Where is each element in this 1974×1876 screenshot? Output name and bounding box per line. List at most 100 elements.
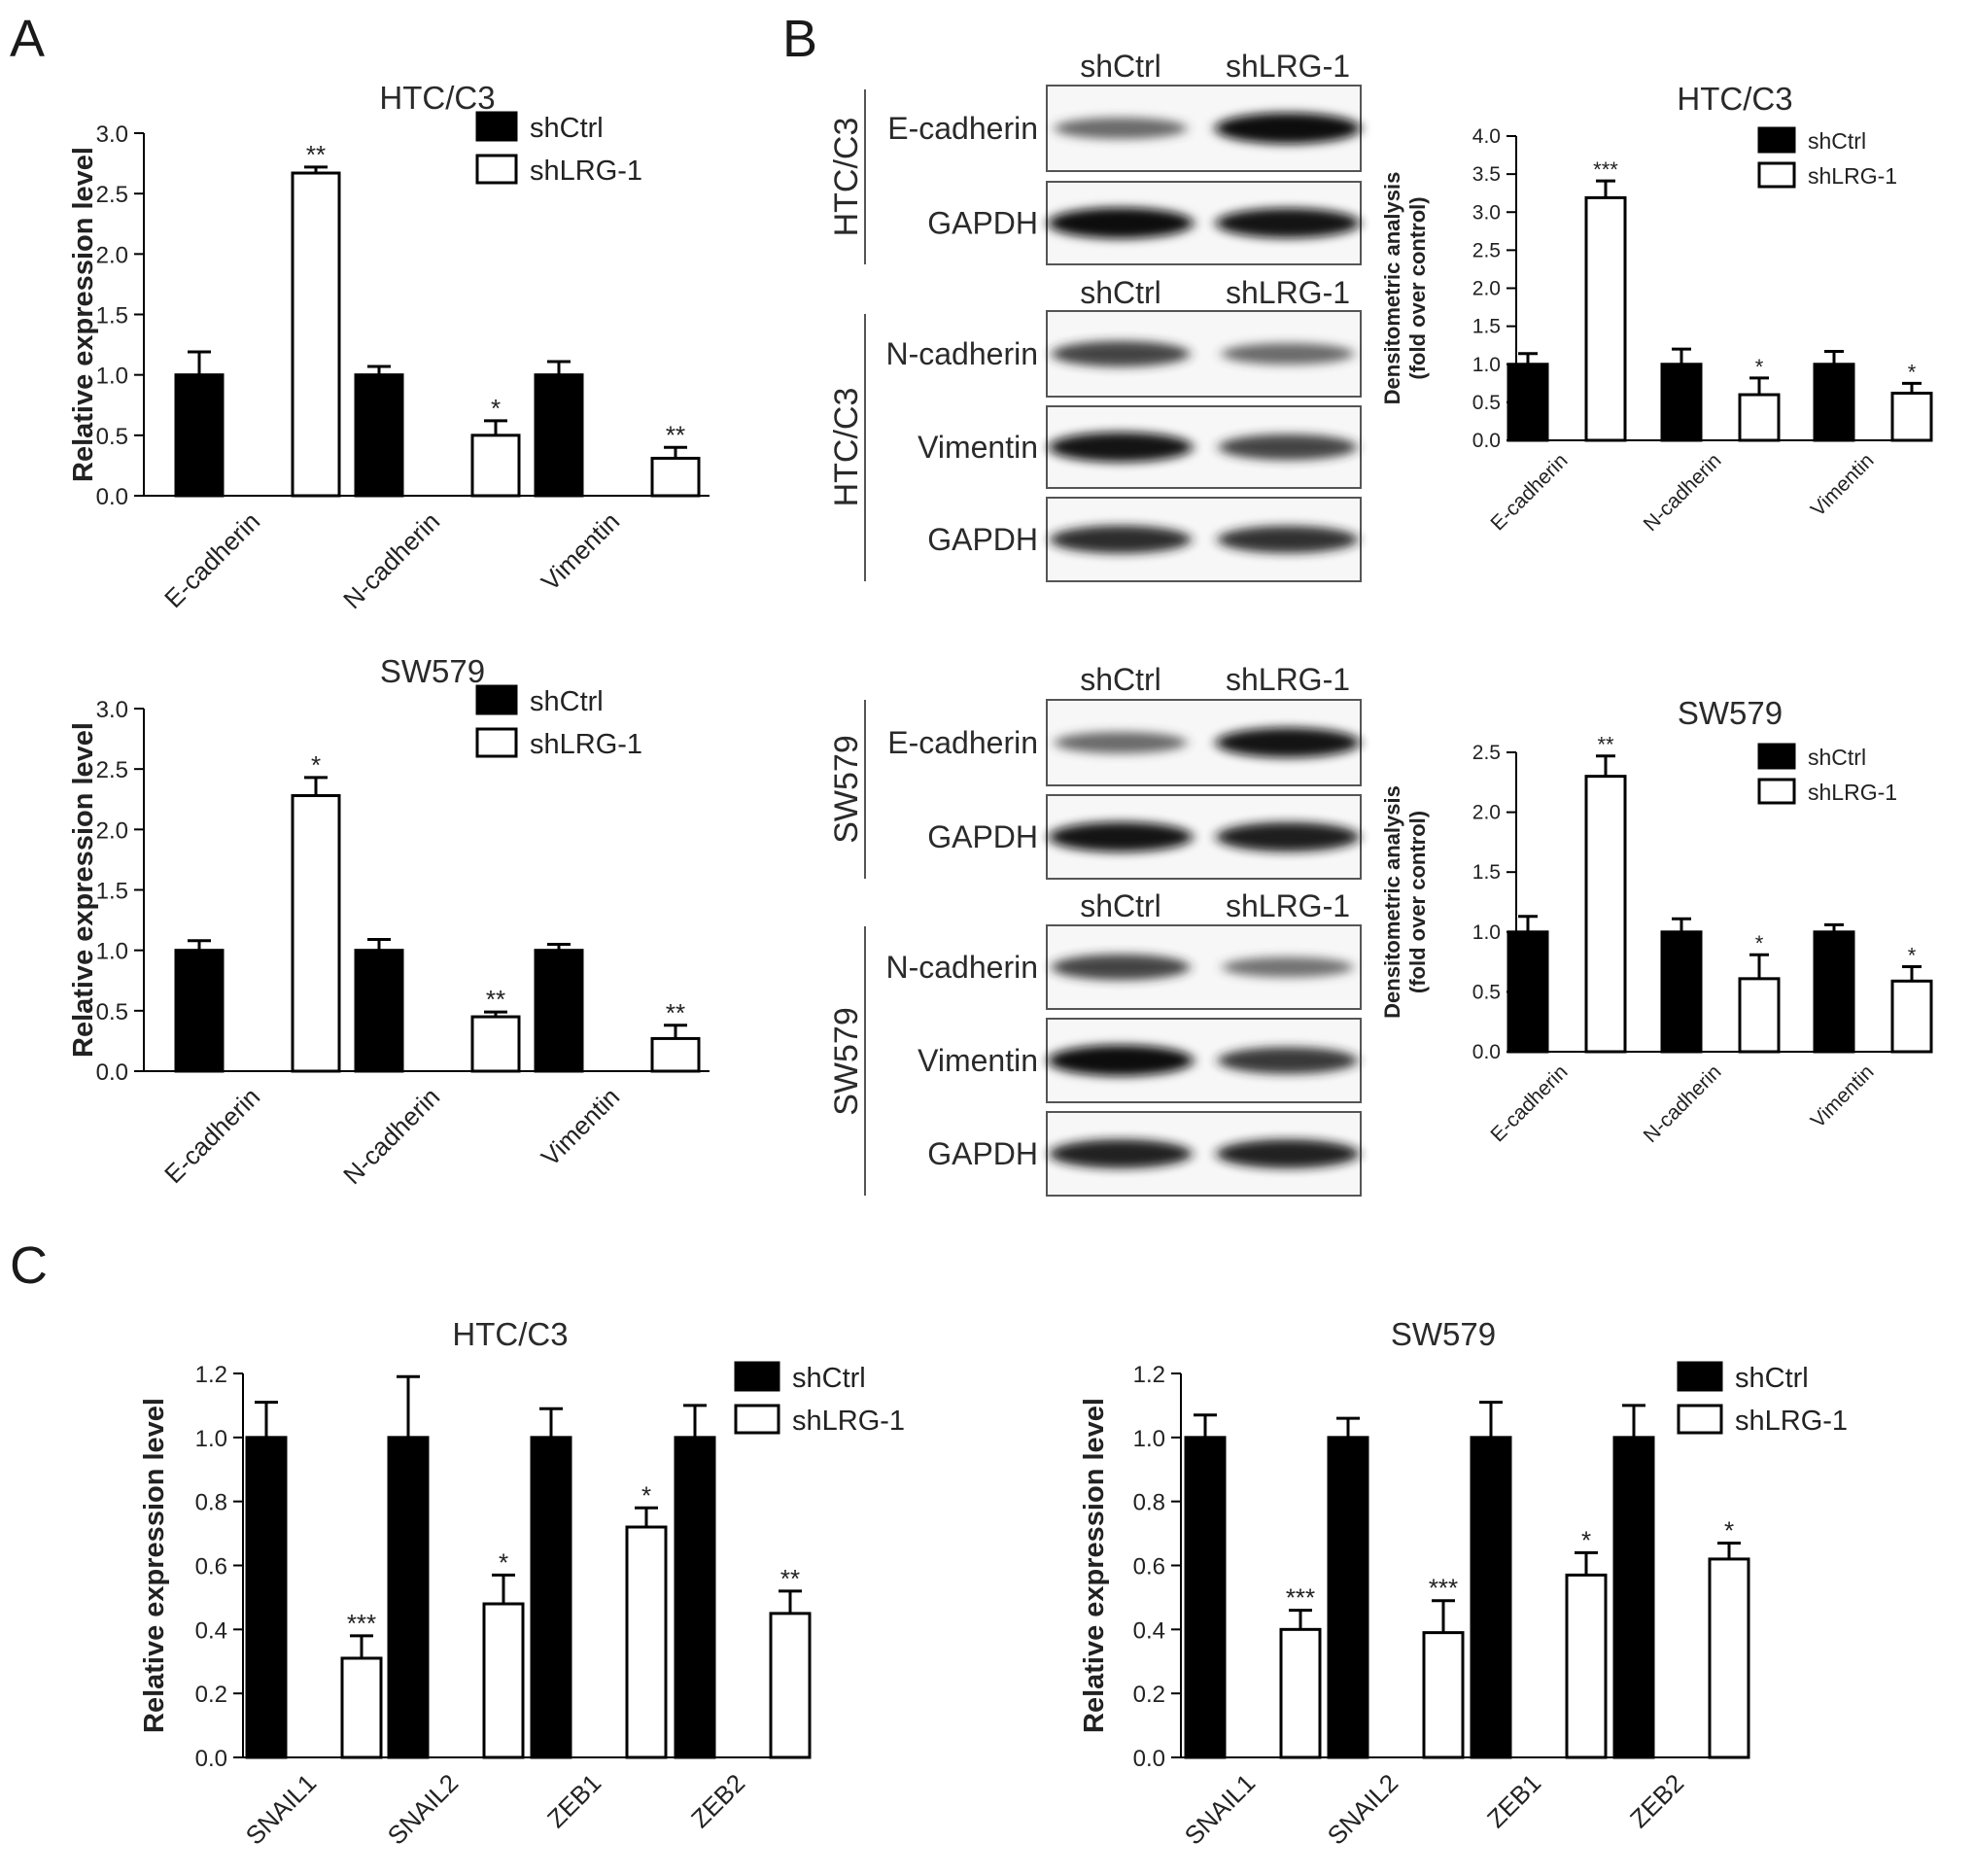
cell-line-label: SW579 xyxy=(828,735,865,844)
protein-band xyxy=(1216,1139,1360,1168)
bar-shlrg1 xyxy=(769,1612,812,1759)
protein-label: GAPDH xyxy=(927,819,1038,854)
legend-swatch xyxy=(475,111,518,142)
x-category-label: E-cadherin xyxy=(1486,1060,1572,1146)
y-tick-label: 1.0 xyxy=(96,939,128,965)
bar-shctrl xyxy=(354,373,404,498)
bar-shlrg1 xyxy=(650,1036,701,1073)
legend-item-shctrl: shCtrl xyxy=(475,684,604,717)
western-blot-sw-nv: shCtrl shLRG-1 SW579 N-cadherin Vimentin GAPD… xyxy=(828,888,1362,1197)
significance-label: * xyxy=(1755,931,1764,955)
bar-shlrg1 xyxy=(1890,979,1933,1054)
significance-label: * xyxy=(311,750,321,780)
legend-label: shCtrl xyxy=(530,686,604,717)
bar-shlrg1 xyxy=(482,1602,525,1759)
bar-shctrl xyxy=(1660,363,1703,442)
y-tick-label: 0.5 xyxy=(96,424,128,450)
legend-swatch xyxy=(1757,126,1796,154)
protein-band xyxy=(1217,525,1359,554)
x-category-label: Vimentin xyxy=(536,506,625,596)
y-tick-label: 0.6 xyxy=(195,1554,227,1581)
significance-label: *** xyxy=(347,1609,376,1638)
y-tick-label: 4.0 xyxy=(1472,125,1501,148)
protein-band xyxy=(1218,434,1358,461)
bar-shctrl xyxy=(1813,363,1855,442)
x-category-label: N-cadherin xyxy=(337,506,445,614)
bar-shctrl xyxy=(1506,363,1549,442)
legend-item-shlrg1: shLRG-1 xyxy=(1677,1404,1848,1437)
protein-band xyxy=(1215,208,1361,238)
y-tick-label: 0.4 xyxy=(195,1617,227,1644)
protein-label: E-cadherin xyxy=(887,725,1038,760)
legend-item-shctrl: shCtrl xyxy=(1757,126,1866,154)
protein-band xyxy=(1048,821,1194,852)
y-tick-label: 0.4 xyxy=(1133,1617,1165,1644)
x-category-label: Vimentin xyxy=(536,1082,625,1171)
y-tick-label: 2.0 xyxy=(1472,278,1501,300)
y-tick-label: 0.5 xyxy=(96,999,128,1025)
x-category-label: N-cadherin xyxy=(337,1082,445,1190)
x-category-label: SNAIL2 xyxy=(382,1768,465,1851)
significance-label: * xyxy=(1908,360,1917,384)
chart-title: SW579 xyxy=(1391,1316,1496,1352)
chart-c-sw: SW579 0.0 0.2 0.4 0.6 0.8 1.0 1.2 Relative expre… xyxy=(1079,1316,1848,1851)
legend-swatch xyxy=(734,1404,780,1435)
legend-swatch xyxy=(475,684,518,715)
significance-label: *** xyxy=(1593,157,1618,182)
legend-label: shLRG-1 xyxy=(530,729,642,760)
protein-band xyxy=(1048,432,1194,463)
protein-band xyxy=(1050,525,1192,554)
bar-shctrl xyxy=(1470,1436,1512,1759)
western-blot-htc-e: shCtrl shLRG-1 HTC/C3 E-cadherin GAPDH xyxy=(828,49,1362,265)
y-tick-label: 0.5 xyxy=(1472,392,1501,414)
y-tick-label: 2.0 xyxy=(96,242,128,268)
legend-item-shlrg1: shLRG-1 xyxy=(475,727,642,760)
blot-row-vimentin: Vimentin xyxy=(918,405,1362,489)
protein-label: E-cadherin xyxy=(887,111,1038,146)
y-tick-label: 0.0 xyxy=(1133,1746,1165,1772)
significance-label: ** xyxy=(780,1564,800,1593)
chart-b-htc: HTC/C3 0.0 0.5 1.0 1.5 2.0 2.5 3.0 3.5 4.0 Densito… xyxy=(1380,81,1933,536)
blot-row-gapdh: GAPDH xyxy=(927,794,1362,880)
x-category-label: E-cadherin xyxy=(1486,449,1572,535)
bar-shlrg1 xyxy=(1422,1631,1465,1759)
y-tick-label: 0.0 xyxy=(96,484,128,510)
y-axis-label-sub: (fold over control) xyxy=(1405,811,1430,993)
bar-shctrl xyxy=(245,1436,288,1759)
bar-shlrg1 xyxy=(1738,393,1781,442)
legend-label: shLRG-1 xyxy=(1808,163,1897,189)
lane-label: shLRG-1 xyxy=(1226,275,1350,310)
x-category-label: Vimentin xyxy=(1807,1060,1879,1132)
bar-shctrl xyxy=(1660,930,1703,1054)
bar-shctrl xyxy=(387,1436,430,1759)
bar-shlrg1 xyxy=(1584,195,1627,442)
legend-swatch xyxy=(734,1361,780,1392)
chart-b-sw: SW579 0.0 0.5 1.0 1.5 2.0 2.5 Densitometric ana… xyxy=(1380,695,1933,1147)
blot-row-e-cadherin: E-cadherin xyxy=(887,699,1362,786)
chart-title: HTC/C3 xyxy=(452,1316,568,1352)
bar-shlrg1 xyxy=(291,794,341,1073)
y-tick-label: 0.0 xyxy=(96,1060,128,1086)
y-tick-label: 3.0 xyxy=(1472,201,1501,224)
significance-label: * xyxy=(1581,1525,1591,1554)
chart-c-htc: HTC/C3 0.0 0.2 0.4 0.6 0.8 1.0 1.2 Relative expr… xyxy=(139,1316,905,1851)
bar-shctrl xyxy=(534,373,584,498)
bar-shlrg1 xyxy=(470,434,521,498)
bar-shctrl xyxy=(674,1436,716,1759)
y-tick-label: 0.6 xyxy=(1133,1554,1165,1581)
y-tick-label: 2.0 xyxy=(1472,802,1501,824)
significance-label: ** xyxy=(306,140,326,169)
bar-shlrg1 xyxy=(1565,1573,1608,1759)
protein-band xyxy=(1048,207,1194,239)
y-axis-label: Relative expression level xyxy=(139,1398,170,1733)
chart-title: SW579 xyxy=(380,653,485,689)
y-axis-label: Relative expression level xyxy=(68,722,99,1058)
significance-label: ** xyxy=(1597,733,1614,757)
y-tick-label: 2.5 xyxy=(96,182,128,208)
blot-row-gapdh: GAPDH xyxy=(927,1111,1362,1197)
cell-line-label: SW579 xyxy=(828,1007,865,1116)
